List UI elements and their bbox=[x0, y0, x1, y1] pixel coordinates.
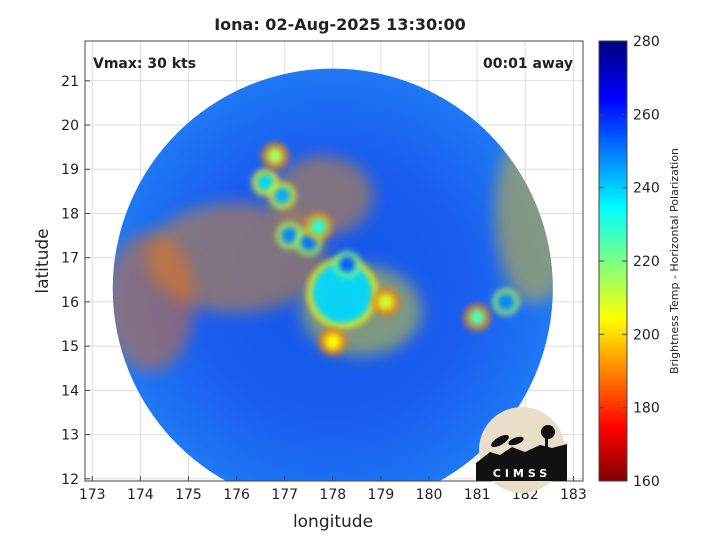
cimss-logo: CIMSS bbox=[476, 407, 567, 493]
x-tick-label: 176 bbox=[223, 487, 250, 503]
logo-text: CIMSS bbox=[493, 467, 551, 480]
x-tick-label: 178 bbox=[319, 487, 346, 503]
x-tick-label: 174 bbox=[127, 487, 154, 503]
feature-cell-f bbox=[310, 218, 327, 235]
logo-dish-a bbox=[491, 434, 509, 448]
feature-cell-a bbox=[339, 256, 356, 273]
y-tick-label: 15 bbox=[61, 339, 79, 355]
feature-cell-k bbox=[377, 293, 394, 310]
feature-cell-c bbox=[274, 187, 291, 204]
x-tick-label: 179 bbox=[368, 487, 395, 503]
swath-layer bbox=[112, 68, 553, 481]
x-tick-label: 181 bbox=[464, 487, 491, 503]
y-tick-label: 17 bbox=[61, 251, 79, 267]
x-tick-label: 183 bbox=[560, 487, 587, 503]
feature-cell-i bbox=[324, 333, 341, 350]
logo-tower-leg bbox=[545, 436, 548, 456]
x-tick-label: 173 bbox=[79, 487, 106, 503]
x-tick-label: 180 bbox=[416, 487, 443, 503]
logo-hills bbox=[476, 444, 567, 481]
logo-tower-tank bbox=[541, 425, 555, 439]
feature-cell-d bbox=[281, 227, 298, 244]
vmax-annotation: Vmax: 30 kts bbox=[93, 56, 196, 72]
y-tick-label: 13 bbox=[61, 428, 79, 444]
y-ticks: 12 13 14 15 16 17 18 19 20 21 bbox=[61, 74, 90, 488]
colorbar-ticks: 160 180 200 220 240 260 280 bbox=[599, 34, 660, 490]
colorbar-tick-label: 280 bbox=[633, 34, 660, 50]
colorbar-tick-label: 240 bbox=[633, 181, 660, 197]
swath-band bbox=[273, 155, 374, 236]
chart-title: Iona: 02-Aug-2025 13:30:00 bbox=[214, 15, 466, 34]
time-away-annotation: 00:01 away bbox=[483, 56, 573, 72]
plot-border bbox=[84, 40, 584, 482]
feature-core-ring bbox=[312, 263, 373, 324]
x-axis-label: longitude bbox=[293, 512, 373, 532]
x-tick-label: 177 bbox=[271, 487, 298, 503]
y-tick-label: 12 bbox=[61, 472, 79, 488]
x-tick-label: 175 bbox=[175, 487, 202, 503]
feature-cell-j bbox=[267, 147, 284, 164]
y-tick-label: 20 bbox=[61, 118, 79, 134]
colorbar-tick-label: 220 bbox=[633, 254, 660, 270]
colorbar-tick-label: 260 bbox=[633, 107, 660, 123]
feature-cell-g bbox=[498, 293, 515, 310]
colorbar-label: Brightness Temp - Horizontal Polarizatio… bbox=[668, 148, 681, 374]
swath-band bbox=[494, 123, 553, 304]
colorbar-tick-label: 200 bbox=[633, 327, 660, 343]
y-tick-label: 16 bbox=[61, 295, 79, 311]
feature-layer bbox=[112, 123, 553, 372]
swath-band bbox=[112, 231, 195, 372]
y-tick-label: 14 bbox=[61, 383, 79, 399]
colorbar-tick-label: 180 bbox=[633, 401, 660, 417]
y-axis-label: latitude bbox=[33, 228, 53, 293]
feature-cell-h bbox=[469, 309, 486, 326]
feature-cell-b bbox=[257, 174, 274, 191]
logo-dish-b bbox=[508, 436, 524, 446]
y-tick-label: 21 bbox=[61, 74, 79, 90]
y-tick-label: 18 bbox=[61, 206, 79, 222]
x-ticks: 173 174 175 176 177 178 179 180 181 182 183 bbox=[79, 476, 587, 503]
y-tick-label: 19 bbox=[61, 162, 79, 178]
colorbar-tick-label: 160 bbox=[633, 474, 660, 490]
